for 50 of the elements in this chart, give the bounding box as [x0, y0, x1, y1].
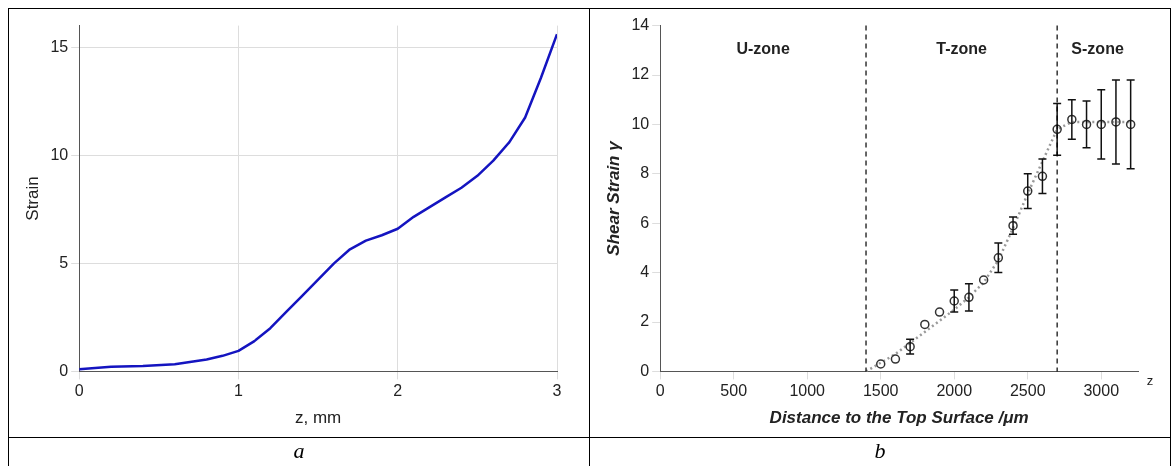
point: [1096, 119, 1106, 130]
text: b: [874, 438, 886, 463]
point: [978, 275, 989, 285]
annotation: U-zone: [736, 40, 790, 58]
x-tick-label: 1: [234, 382, 244, 400]
point: [1067, 114, 1077, 125]
point: [920, 319, 930, 330]
y-tick-label: 8: [640, 164, 650, 182]
point: [890, 354, 901, 364]
y-axis-title: Shear Strain γ: [603, 139, 623, 256]
y-tick-label: 4: [640, 263, 650, 281]
annotation: T-zone: [936, 40, 988, 58]
x-tick-label: 3000: [1083, 382, 1120, 400]
x-tick-label: 2000: [936, 382, 973, 400]
y-tick-label: 10: [631, 114, 650, 132]
y-tick-label: 0: [59, 361, 69, 379]
y-tick-label: 12: [631, 65, 650, 83]
point: [934, 307, 945, 317]
y-axis-title: Strain: [22, 176, 42, 221]
x-tick-label: 0: [74, 382, 84, 400]
x-tick-label: 0: [655, 382, 665, 400]
text: z: [1146, 372, 1154, 388]
text: a: [293, 438, 305, 463]
x-tick-label: 2500: [1009, 382, 1046, 400]
point: [1008, 220, 1018, 231]
point: [1081, 119, 1092, 130]
point: [993, 253, 1004, 263]
y-tick-label: 5: [59, 253, 69, 271]
point: [949, 296, 959, 306]
x-tick-label: 3: [552, 382, 562, 400]
y-tick-label: 2: [640, 312, 650, 330]
point: [964, 292, 974, 303]
y-tick-label: 10: [50, 145, 69, 163]
y-tick-label: 15: [50, 37, 69, 55]
point: [1125, 119, 1136, 130]
point: [1111, 117, 1121, 127]
x-tick-label: 1000: [789, 382, 826, 400]
point: [1022, 186, 1033, 196]
x-axis-title: Distance to the Top Surface /μm: [769, 408, 1029, 428]
point: [875, 359, 886, 369]
x-tick-label: 1500: [862, 382, 899, 400]
x-tick-label: 2: [393, 382, 403, 400]
x-tick-label: 500: [720, 382, 748, 400]
y-tick-label: 0: [640, 361, 650, 379]
y-tick-label: 6: [640, 213, 650, 231]
y-tick-label: 14: [631, 16, 650, 34]
annotation: S-zone: [1071, 40, 1124, 58]
point: [1037, 171, 1048, 182]
x-axis-title: z, mm: [294, 408, 342, 428]
point: [1052, 124, 1062, 135]
